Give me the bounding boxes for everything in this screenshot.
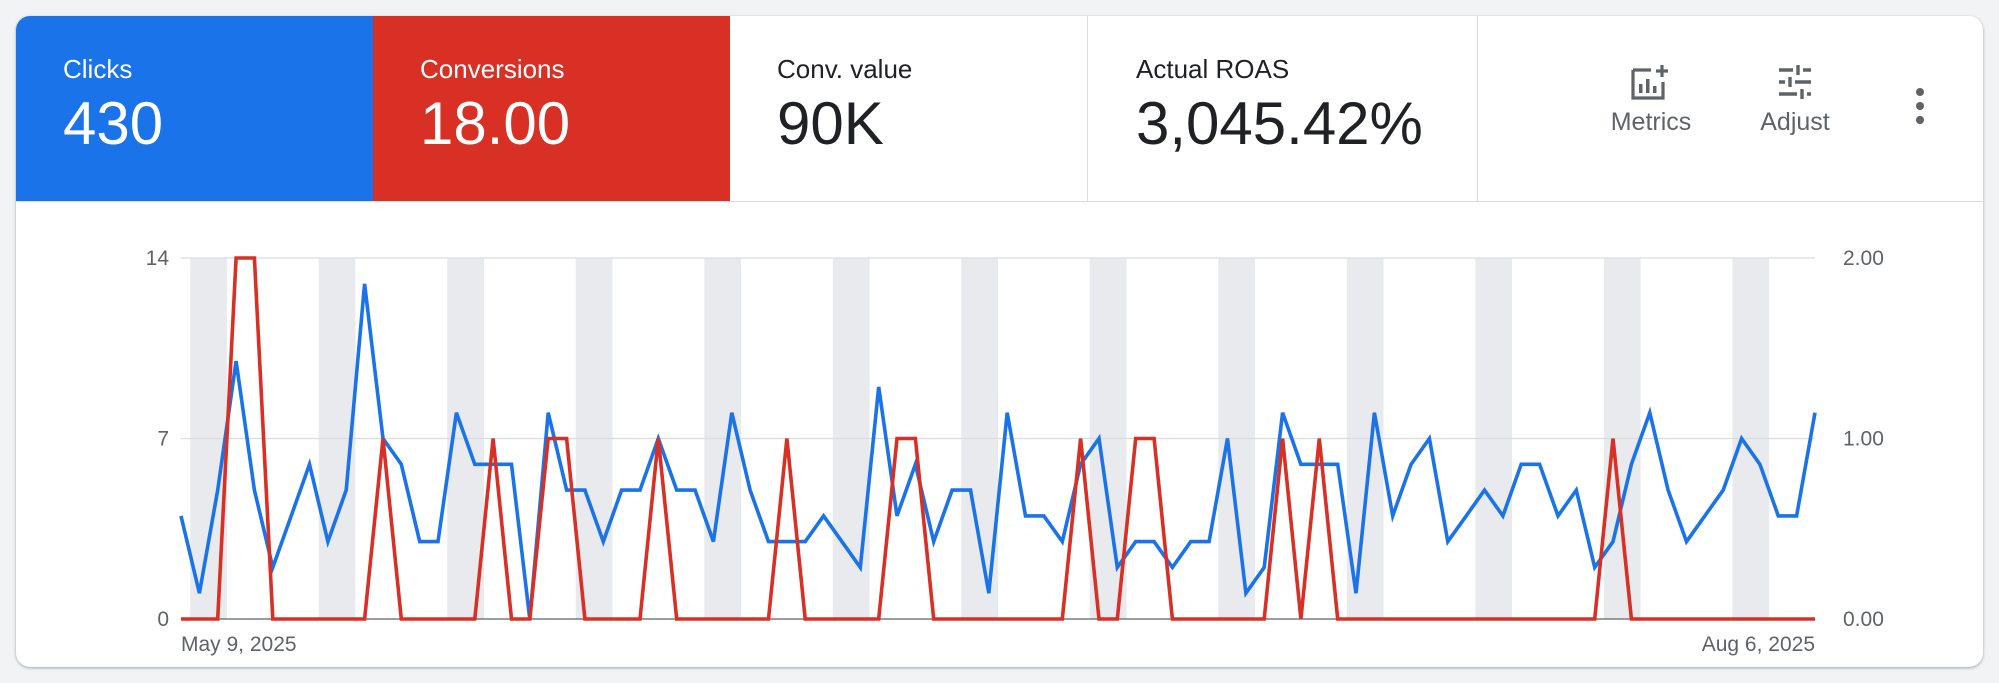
scorecard-value: 430 <box>63 90 164 157</box>
scorecard-conv-value[interactable]: Conv. value 90K <box>730 16 1088 201</box>
series-line-clicks <box>179 283 1817 620</box>
metrics-button[interactable]: Metrics <box>1596 62 1706 137</box>
performance-chart: 0 7 14 0.00 1.00 2.00 May 9, 2025 Aug 6, 2025 <box>16 202 1983 667</box>
scorecard-row: Clicks 430 Conversions 18.00 Conv. value… <box>16 16 1983 202</box>
performance-card: Clicks 430 Conversions 18.00 Conv. value… <box>16 16 1983 667</box>
scorecard-actual-roas[interactable]: Actual ROAS 3,045.42% <box>1088 16 1478 201</box>
scorecard-value: 3,045.42% <box>1136 90 1423 157</box>
scorecard-value: 18.00 <box>420 90 571 157</box>
add-chart-icon <box>1631 65 1668 100</box>
scorecard-label: Actual ROAS <box>1136 54 1290 84</box>
scorecard-label: Conversions <box>420 54 565 84</box>
scorecard-conversions[interactable]: Conversions 18.00 <box>373 16 730 201</box>
scorecard-label: Conv. value <box>777 54 913 84</box>
adjust-label: Adjust <box>1760 108 1830 136</box>
y-right-tick-label: 1.00 <box>1843 428 1884 451</box>
y-left-tick-label: 0 <box>157 608 169 631</box>
y-left-tick-label: 14 <box>146 247 170 270</box>
chart-tools: Metrics Adjust <box>1478 16 1983 201</box>
y-right-tick-label: 0.00 <box>1843 608 1884 631</box>
x-start-label: May 9, 2025 <box>181 633 297 656</box>
line-chart: 0 7 14 0.00 1.00 2.00 May 9, 2025 Aug 6, 2025 <box>146 247 1884 656</box>
scorecard-clicks[interactable]: Clicks 430 <box>16 16 373 201</box>
series-line-conversions <box>181 256 1815 621</box>
adjust-button[interactable]: Adjust <box>1740 62 1850 137</box>
x-end-label: Aug 6, 2025 <box>1702 633 1815 656</box>
more-vert-icon[interactable] <box>1908 86 1932 126</box>
tune-sliders-icon <box>1779 65 1811 99</box>
scorecard-label: Clicks <box>63 54 133 84</box>
y-left-tick-label: 7 <box>157 428 169 451</box>
metrics-label: Metrics <box>1610 108 1692 136</box>
y-right-tick-label: 2.00 <box>1843 247 1884 270</box>
scorecard-value: 90K <box>777 90 884 157</box>
